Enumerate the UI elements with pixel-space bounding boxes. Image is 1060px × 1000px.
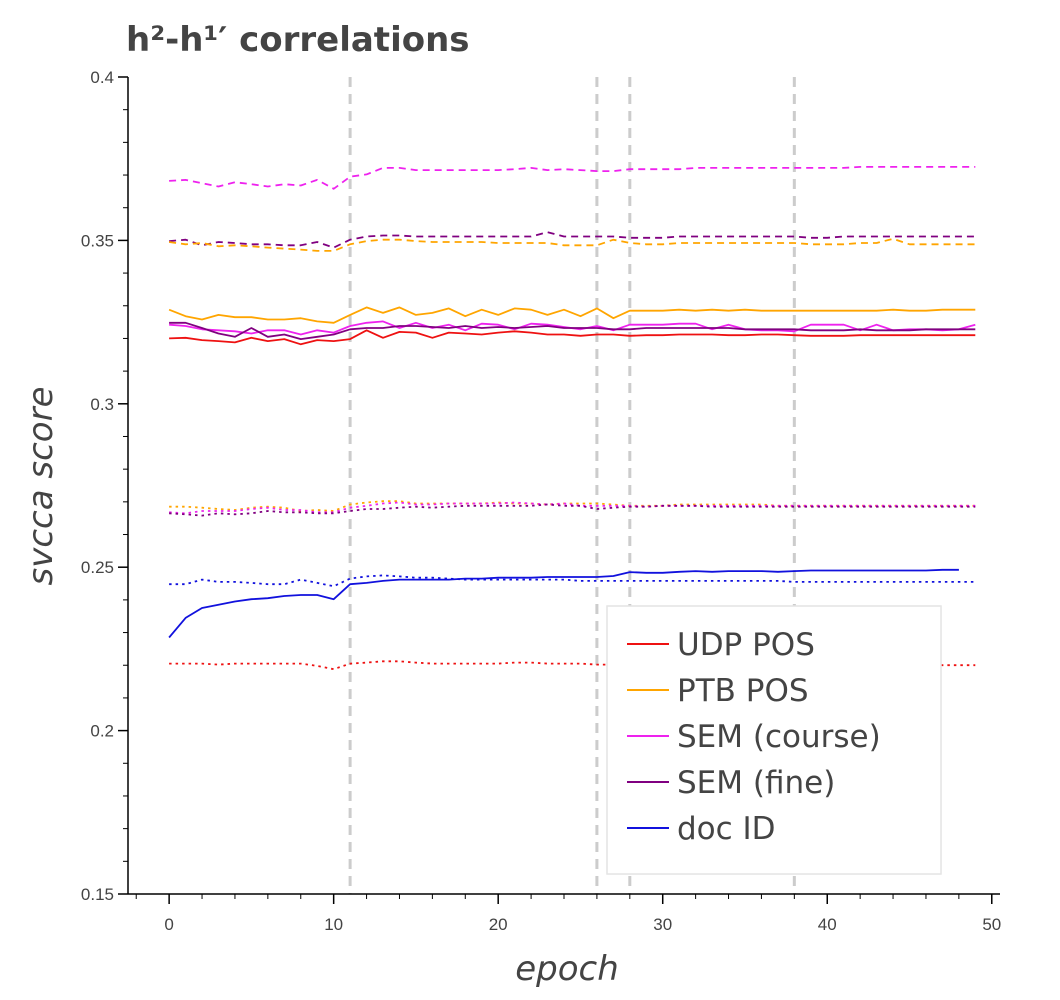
x-tick-label: 20 (489, 915, 508, 934)
y-tick-label: 0.25 (81, 558, 114, 577)
series-layer (168, 165, 976, 671)
y-tick-label: 0.2 (90, 722, 114, 741)
series-line-ptb_pos-dashed (168, 237, 976, 252)
y-axis-label: svcca score (21, 387, 61, 586)
y-tick-label: 0.4 (90, 68, 114, 87)
series-line-sem_course-dashed (169, 165, 976, 190)
y-tick-label: 0.35 (81, 231, 114, 250)
legend-box (606, 605, 942, 875)
x-axis: 0 10 20 30 40 50 (128, 893, 1001, 934)
legend-label: UDP POS (677, 627, 815, 663)
legend-label: PTB POS (677, 673, 809, 709)
series-line-sem_fine-dotted (169, 503, 976, 517)
legend-label: SEM (course) (677, 719, 881, 755)
x-tick-label: 40 (818, 915, 837, 934)
series-line-sem-fine (169, 321, 976, 341)
series-line-udp-pos (169, 329, 976, 346)
y-tick-label: 0.3 (90, 395, 114, 414)
series-line-doc-id (168, 568, 959, 639)
legend-label: SEM (fine) (677, 765, 835, 801)
x-tick-label: 10 (324, 915, 343, 934)
series-line-doc_id-dotted (169, 574, 976, 588)
series-line-ptb-pos (168, 306, 976, 324)
chart-title: h²-h¹′ correlations (126, 20, 470, 60)
series-line-udp_pos-dotted (169, 660, 976, 671)
legend: UDP POS PTB POS SEM (course) SEM (fine) doc … (606, 605, 942, 875)
x-tick-label: 30 (653, 915, 672, 934)
series-line-sem_course-dotted (169, 501, 976, 515)
x-axis-label: epoch (515, 949, 619, 989)
series-line-sem_fine-dashed (169, 231, 976, 249)
y-tick-label: 0.15 (81, 885, 114, 904)
legend-label: doc ID (677, 811, 776, 847)
x-tick-label: 0 (164, 915, 173, 934)
x-tick-label: 50 (982, 915, 1001, 934)
y-axis: 0.15 0.2 0.25 0.3 0.35 0.4 (81, 68, 129, 904)
